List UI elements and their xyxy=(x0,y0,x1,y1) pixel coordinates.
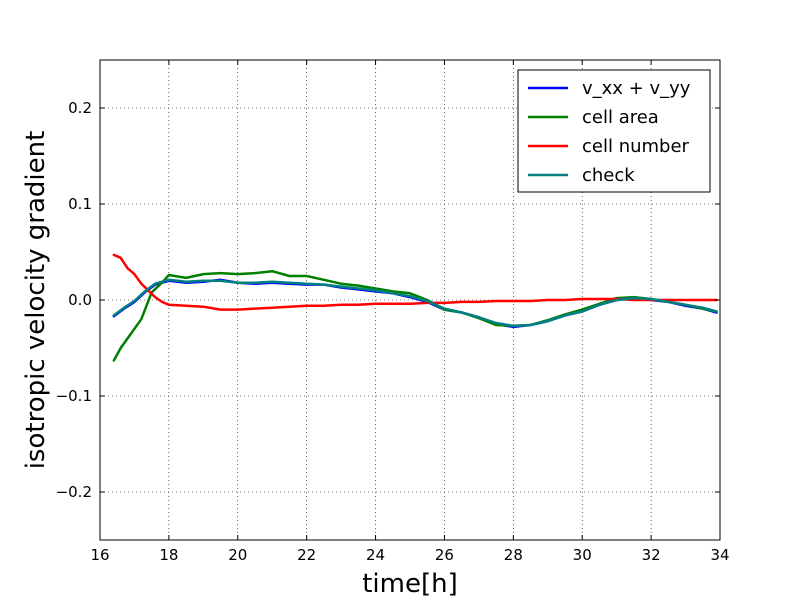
x-tick-label: 34 xyxy=(710,546,729,564)
x-tick-label: 16 xyxy=(90,546,109,564)
x-tick-label: 26 xyxy=(435,546,454,564)
y-tick-label: −0.1 xyxy=(56,387,92,405)
x-tick-label: 18 xyxy=(159,546,178,564)
x-tick-label: 30 xyxy=(573,546,592,564)
x-tick-label: 32 xyxy=(642,546,661,564)
series-line-3 xyxy=(112,278,718,328)
y-tick-label: 0.0 xyxy=(68,291,92,309)
legend-label-1: cell area xyxy=(582,107,659,128)
legend-label-2: cell number xyxy=(582,136,690,157)
x-tick-label: 28 xyxy=(504,546,523,564)
y-tick-label: 0.2 xyxy=(68,99,92,117)
legend-label-3: check xyxy=(582,165,635,186)
x-tick-label: 20 xyxy=(228,546,247,564)
series-line-2 xyxy=(112,253,718,311)
legend-label-0: v_xx + v_yy xyxy=(582,78,691,99)
y-axis-label: isotropic velocity gradient xyxy=(21,131,51,470)
x-axis-label: time[h] xyxy=(362,569,458,599)
x-tick-label: 24 xyxy=(366,546,385,564)
ticks xyxy=(99,60,721,540)
y-tick-label: 0.1 xyxy=(68,195,92,213)
series-layer xyxy=(112,253,718,362)
legend-box xyxy=(517,69,711,193)
x-tick-label: 22 xyxy=(297,546,316,564)
tick-labels: 16 18 20 22 24 26 28 30 32 34 −0.2 −0.1 0.0 0.1 0.2 xyxy=(56,99,730,564)
y-tick-label: −0.2 xyxy=(56,483,92,501)
